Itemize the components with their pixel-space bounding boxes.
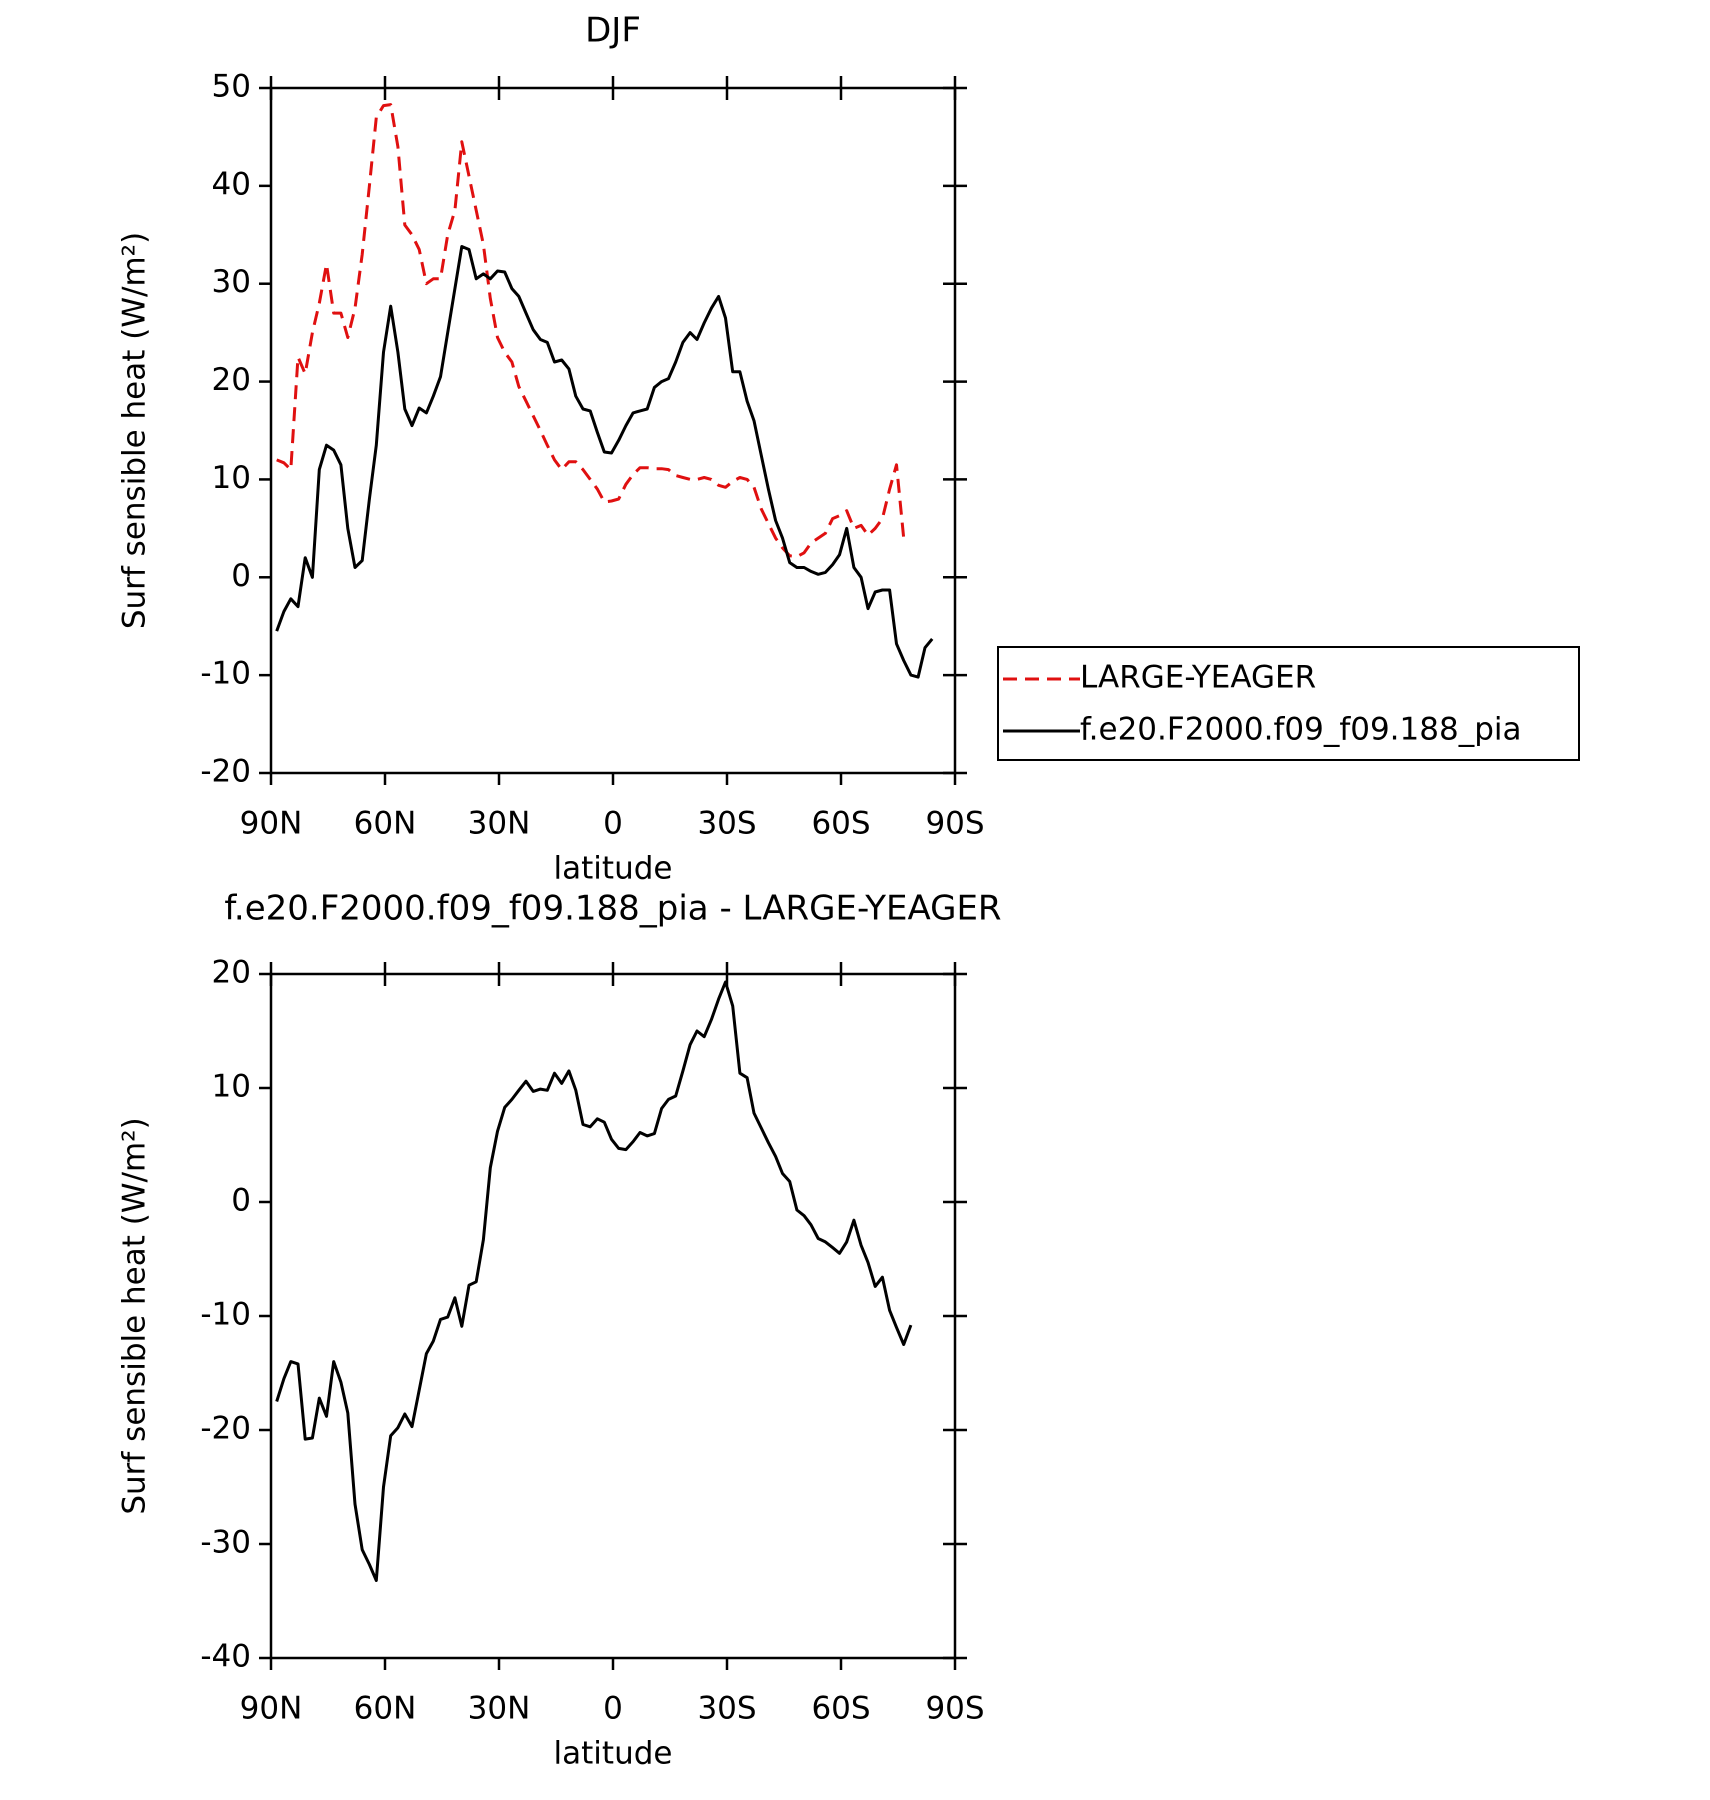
y-tick-label: 50: [212, 69, 251, 105]
data-line: [275, 980, 913, 1582]
y-tick-label: 10: [212, 1069, 251, 1105]
x-tick-label: 60N: [354, 806, 417, 842]
y-tick-label: 20: [212, 362, 251, 398]
x-tick-label: 30N: [468, 1691, 531, 1727]
y-axis-label: Surf sensible heat (W/m²): [117, 232, 153, 629]
x-tick-label: 0: [603, 806, 623, 842]
y-tick-label: -10: [200, 1297, 251, 1333]
x-tick-label: 30N: [468, 806, 531, 842]
y-tick-label: -20: [200, 754, 251, 790]
y-tick-label: 40: [212, 166, 251, 202]
x-tick-label: 90N: [240, 1691, 303, 1727]
y-tick-label: -40: [200, 1639, 251, 1675]
x-tick-label: 60S: [811, 1691, 870, 1727]
x-tick-label: 0: [603, 1691, 623, 1727]
y-tick-label: -30: [200, 1525, 251, 1561]
y-tick-label: 0: [231, 558, 251, 594]
y-axis-label: Surf sensible heat (W/m²): [117, 1117, 153, 1514]
legend-label: LARGE-YEAGER: [1080, 660, 1316, 696]
x-axis-label: latitude: [554, 1736, 673, 1772]
y-tick-label: 10: [212, 460, 251, 496]
y-tick-label: 30: [212, 264, 251, 300]
data-line: [275, 245, 934, 679]
legend-box: [997, 646, 1580, 761]
x-axis-label: latitude: [554, 851, 673, 887]
x-tick-label: 60S: [811, 806, 870, 842]
data-line: [276, 103, 906, 559]
x-tick-label: 90S: [925, 1691, 984, 1727]
chart-title: DJF: [585, 11, 641, 51]
x-tick-label: 90N: [240, 806, 303, 842]
chart-title: f.e20.F2000.f09_f09.188_pia - LARGE-YEAG…: [224, 889, 1001, 929]
plot-frame: [269, 972, 957, 1660]
plot-frame: [269, 86, 957, 775]
legend-label: f.e20.F2000.f09_f09.188_pia: [1080, 712, 1522, 748]
y-tick-label: -20: [200, 1411, 251, 1447]
y-tick-label: -10: [200, 656, 251, 692]
x-tick-label: 60N: [354, 1691, 417, 1727]
x-tick-label: 90S: [925, 806, 984, 842]
y-tick-label: 20: [212, 955, 251, 991]
y-tick-label: 0: [231, 1183, 251, 1219]
x-tick-label: 30S: [697, 1691, 756, 1727]
x-tick-label: 30S: [697, 806, 756, 842]
